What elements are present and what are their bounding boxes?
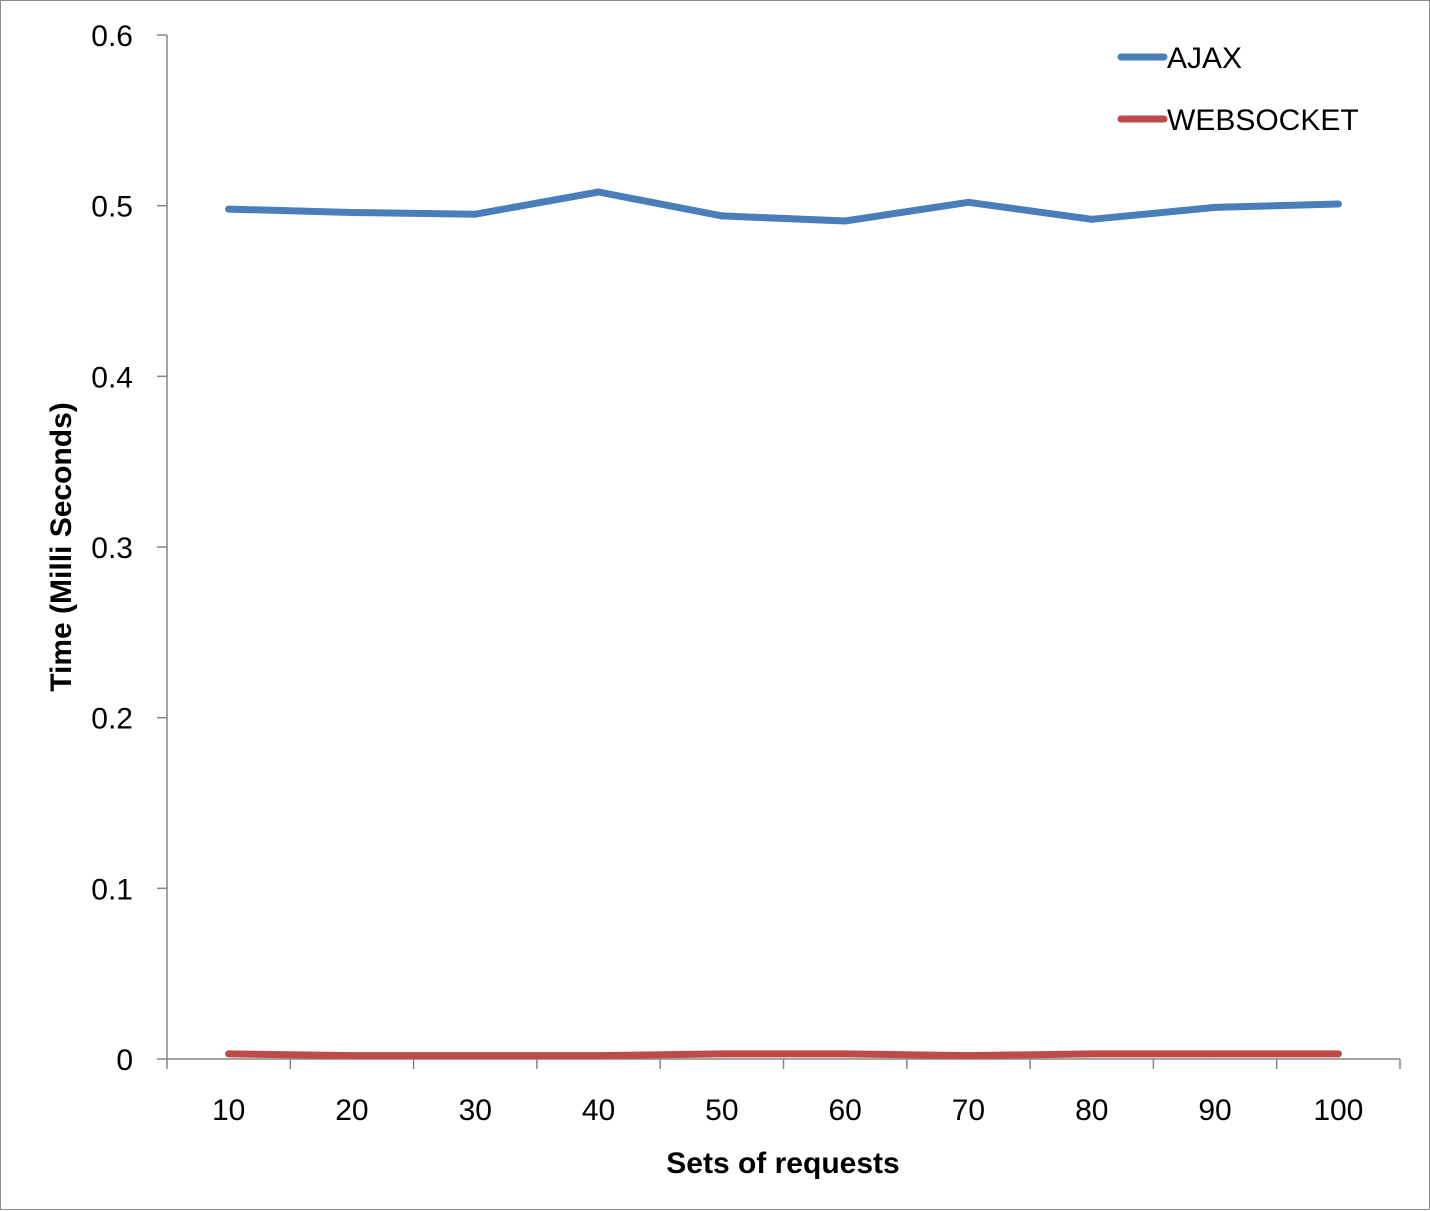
- x-tick-label: 40: [582, 1094, 615, 1127]
- data-point-ajax: [225, 205, 233, 213]
- data-point-websocket: [841, 1050, 849, 1058]
- data-point-websocket: [1211, 1050, 1219, 1058]
- data-point-websocket: [348, 1052, 356, 1060]
- data-point-websocket: [471, 1052, 479, 1060]
- x-tick-label: 20: [335, 1094, 368, 1127]
- data-point-ajax: [1334, 200, 1342, 208]
- data-point-ajax: [964, 198, 972, 206]
- x-tick-label: 30: [459, 1094, 492, 1127]
- data-point-ajax: [595, 188, 603, 196]
- data-point-websocket: [964, 1052, 972, 1060]
- x-axis: 10 20 30 40 50 60 70 80 90 100: [166, 1058, 1401, 1127]
- data-point-ajax: [718, 212, 726, 220]
- x-tick-label: 70: [952, 1094, 985, 1127]
- data-point-websocket: [225, 1050, 233, 1058]
- y-tick-label: 0.2: [91, 703, 133, 736]
- x-tick-label: 80: [1075, 1094, 1108, 1127]
- y-tick-label: 0.3: [91, 532, 133, 565]
- data-point-ajax: [841, 217, 849, 225]
- data-point-ajax: [471, 210, 479, 218]
- series-layer: [225, 188, 1342, 1060]
- legend-label-websocket: WEBSOCKET: [1167, 104, 1359, 137]
- x-tick-label: 100: [1313, 1094, 1363, 1127]
- data-point-websocket: [1334, 1050, 1342, 1058]
- y-tick-label: 0.1: [91, 873, 133, 906]
- x-tick-label: 10: [212, 1094, 245, 1127]
- series-line-websocket: [225, 1050, 1342, 1060]
- data-point-ajax: [348, 208, 356, 216]
- series-line-ajax: [225, 188, 1342, 225]
- y-axis: 0 0.1 0.2 0.3 0.4 0.5 0.6: [91, 20, 168, 1077]
- data-point-websocket: [595, 1052, 603, 1060]
- data-point-ajax: [1088, 215, 1096, 223]
- legend-label-ajax: AJAX: [1167, 42, 1242, 75]
- x-tick-label: 60: [828, 1094, 861, 1127]
- x-axis-title: Sets of requests: [666, 1147, 899, 1180]
- y-axis-title: Time (Milli Seconds): [45, 402, 78, 692]
- data-point-websocket: [1088, 1050, 1096, 1058]
- data-point-ajax: [1211, 203, 1219, 211]
- x-tick-label: 50: [705, 1094, 738, 1127]
- y-tick-label: 0.6: [91, 20, 133, 53]
- y-tick-label: 0.4: [91, 361, 133, 394]
- y-tick-label: 0: [116, 1044, 133, 1077]
- legend: AJAX WEBSOCKET: [1117, 42, 1359, 137]
- y-tick-label: 0.5: [91, 191, 133, 224]
- data-point-websocket: [718, 1050, 726, 1058]
- x-tick-label: 90: [1198, 1094, 1231, 1127]
